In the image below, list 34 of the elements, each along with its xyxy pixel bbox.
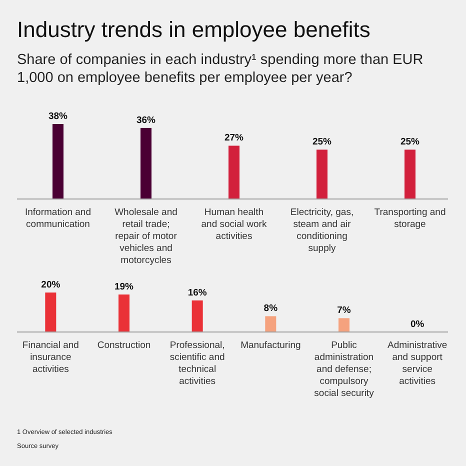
bar	[404, 150, 416, 199]
x-tick-label: Public administration and defense; compulsory social security	[314, 340, 374, 399]
bar	[118, 294, 130, 332]
bar	[45, 292, 56, 332]
bar	[316, 150, 328, 199]
x-tick-label: Electricity, gas, steam and air conditioning supply	[290, 207, 354, 254]
data-label: 27%	[224, 132, 244, 144]
data-label: 8%	[264, 303, 278, 314]
x-tick-label: Construction	[97, 340, 151, 351]
x-tick-label: Financial and insurance activities	[22, 340, 79, 375]
data-label: 36%	[136, 114, 156, 126]
data-label: 25%	[312, 136, 332, 148]
x-tick-label: Professional, scientific and technical activities	[170, 340, 225, 387]
data-label: 7%	[337, 305, 352, 316]
data-label: 38%	[48, 111, 68, 122]
bar	[265, 316, 276, 332]
x-tick-label: Wholesale and retail trade; repair of motor vehicles and motorcycles	[114, 207, 178, 266]
chart-title: Industry trends in employee benefits	[17, 17, 370, 42]
chart-subtitle: Share of companies in each industry¹ spending more than EUR 1,000 on employee benefits per employee per year?	[17, 52, 424, 86]
x-tick-label: Information and communication	[24, 207, 92, 230]
bar	[52, 124, 64, 199]
bar	[228, 146, 240, 199]
data-label: 16%	[188, 287, 208, 298]
x-tick-label: Administrative and support service activities	[387, 340, 448, 387]
x-tick-label: Transporting and storage	[374, 207, 446, 230]
data-label: 0%	[410, 319, 425, 330]
bar	[338, 318, 350, 332]
bar	[140, 128, 152, 199]
data-label: 19%	[114, 282, 134, 292]
x-tick-label: Manufacturing	[240, 340, 301, 351]
bar	[192, 300, 203, 332]
x-tick-label: Human health and social work activities	[201, 207, 267, 242]
data-label: 25%	[400, 136, 420, 148]
data-label: 20%	[41, 280, 61, 291]
